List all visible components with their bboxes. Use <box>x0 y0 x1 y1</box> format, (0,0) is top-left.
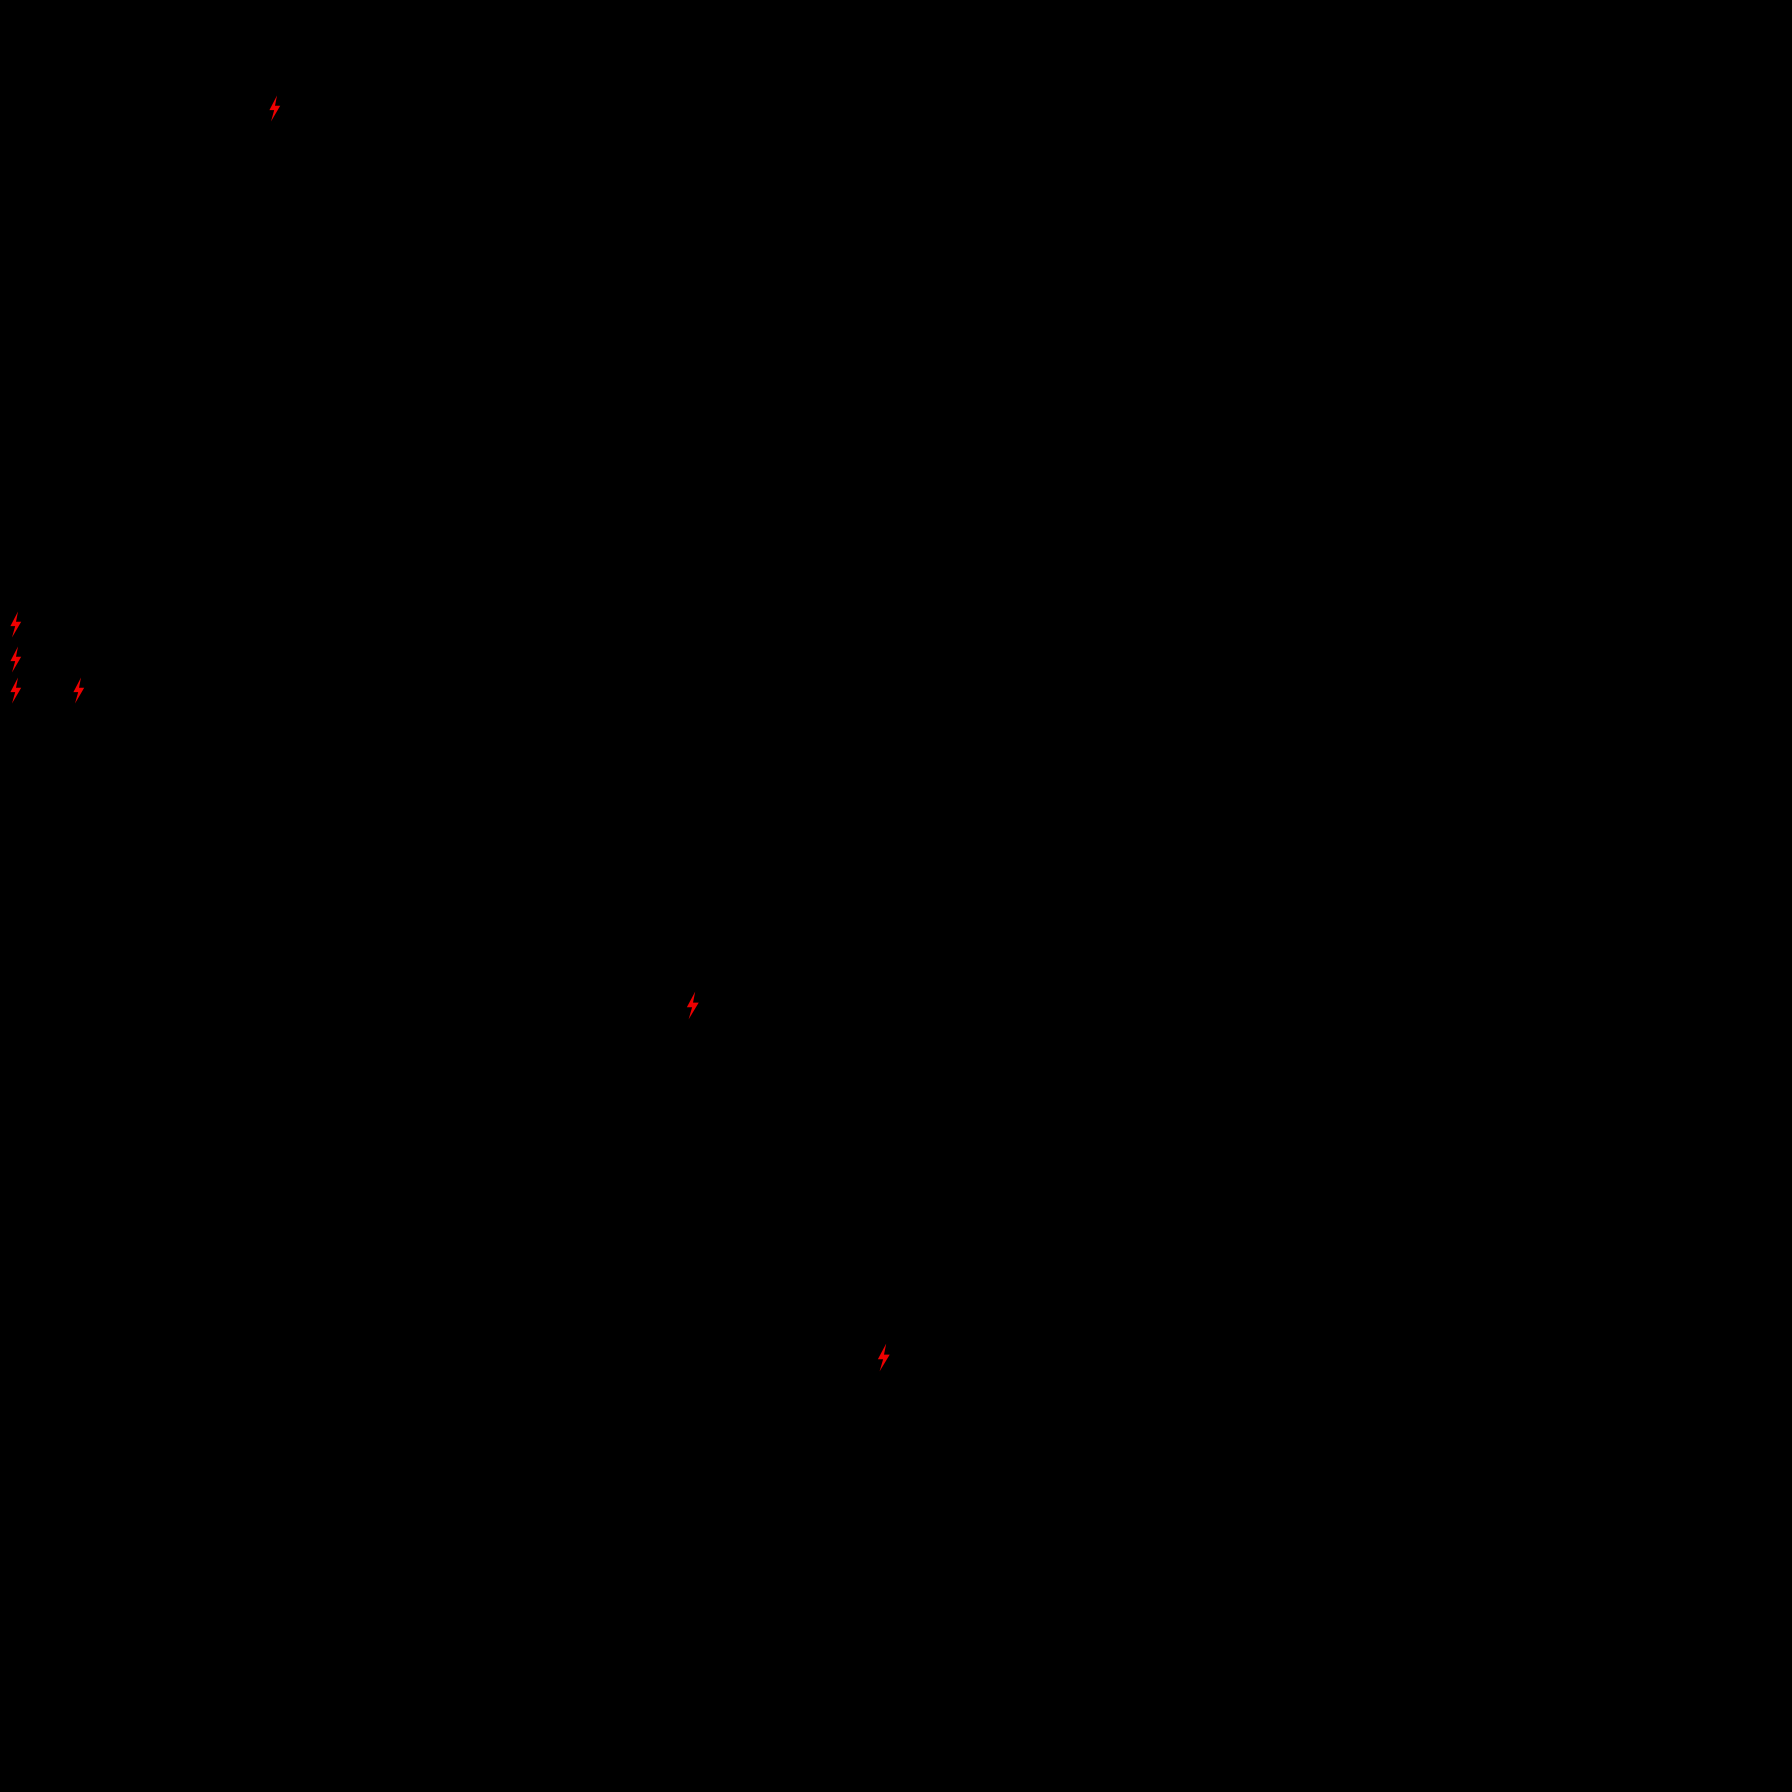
lightning-bolt-icon <box>265 95 285 122</box>
lightning-bolt-icon <box>6 677 26 704</box>
lightning-bolt-icon <box>6 646 26 673</box>
lightning-bolt-icon <box>6 611 26 638</box>
lightning-bolt-icon <box>69 677 89 704</box>
lightning-bolt-icon <box>873 1343 895 1372</box>
lightning-bolt-icon <box>682 991 704 1020</box>
